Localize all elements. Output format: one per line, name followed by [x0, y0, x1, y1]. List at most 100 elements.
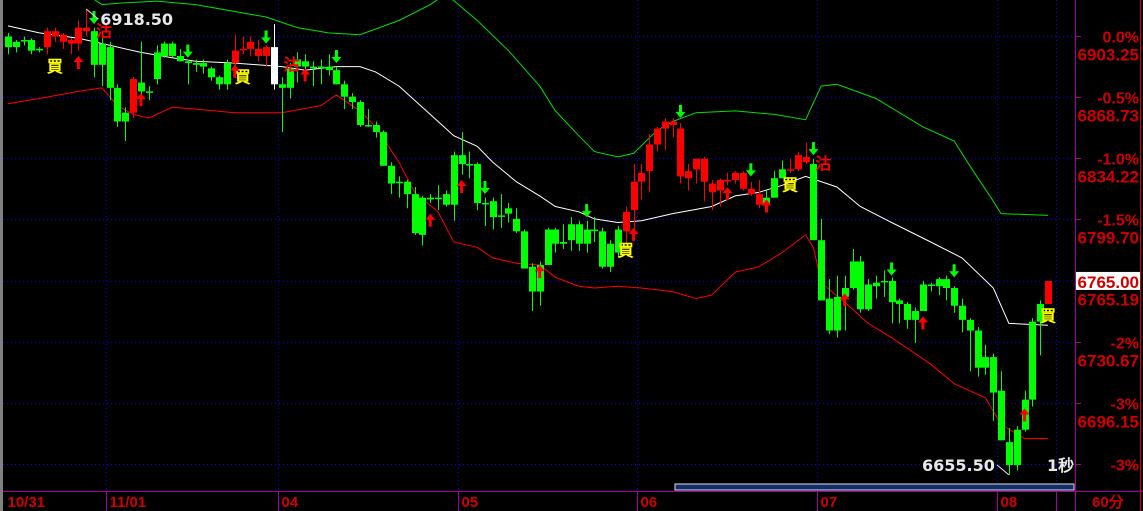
- candle[interactable]: [380, 130, 387, 166]
- candle[interactable]: [255, 40, 262, 62]
- candle[interactable]: [904, 302, 911, 329]
- candle[interactable]: [670, 117, 677, 138]
- candle[interactable]: [1006, 427, 1013, 475]
- candle[interactable]: [873, 275, 880, 299]
- candle[interactable]: [990, 353, 997, 421]
- candle[interactable]: [826, 279, 833, 335]
- candle[interactable]: [771, 171, 778, 198]
- candle[interactable]: [36, 47, 43, 53]
- candle[interactable]: [28, 38, 35, 55]
- candle[interactable]: [810, 158, 817, 241]
- candle[interactable]: [326, 54, 333, 76]
- candle[interactable]: [795, 151, 802, 172]
- candle[interactable]: [247, 36, 254, 56]
- candle[interactable]: [584, 220, 591, 253]
- candle[interactable]: [998, 371, 1005, 441]
- candle[interactable]: [161, 41, 168, 58]
- candle[interactable]: [271, 24, 278, 90]
- candle[interactable]: [936, 277, 943, 296]
- candle[interactable]: [75, 20, 82, 51]
- candle[interactable]: [787, 158, 794, 173]
- candle[interactable]: [419, 195, 426, 246]
- candle[interactable]: [568, 217, 575, 251]
- candle[interactable]: [185, 59, 192, 85]
- candle[interactable]: [693, 158, 700, 184]
- candle[interactable]: [912, 307, 919, 343]
- candle[interactable]: [865, 279, 872, 312]
- candle[interactable]: [138, 41, 145, 101]
- candle[interactable]: [576, 220, 583, 251]
- candle[interactable]: [631, 164, 638, 239]
- candle[interactable]: [224, 59, 231, 90]
- candle[interactable]: [443, 190, 450, 207]
- candle[interactable]: [943, 275, 950, 301]
- candle[interactable]: [318, 59, 325, 85]
- candle[interactable]: [68, 38, 75, 55]
- candle[interactable]: [357, 100, 364, 127]
- candle[interactable]: [591, 217, 598, 242]
- candle[interactable]: [701, 156, 708, 202]
- candle[interactable]: [466, 151, 473, 179]
- candle[interactable]: [1037, 300, 1044, 356]
- candle[interactable]: [857, 256, 864, 313]
- candle[interactable]: [490, 197, 497, 230]
- candle[interactable]: [200, 59, 207, 74]
- candle[interactable]: [724, 172, 731, 186]
- candle[interactable]: [623, 206, 630, 244]
- candle[interactable]: [60, 32, 67, 49]
- candle[interactable]: [13, 40, 20, 53]
- candle[interactable]: [279, 77, 286, 133]
- candle[interactable]: [474, 162, 481, 211]
- candle[interactable]: [435, 185, 442, 211]
- candle[interactable]: [263, 45, 270, 67]
- candle[interactable]: [615, 226, 622, 258]
- candle[interactable]: [482, 197, 489, 227]
- candle[interactable]: [748, 181, 755, 196]
- candle[interactable]: [709, 179, 716, 211]
- refresh-interval-label[interactable]: 1秒: [1047, 456, 1074, 475]
- candle[interactable]: [44, 27, 51, 55]
- candle[interactable]: [365, 109, 372, 127]
- candle[interactable]: [638, 164, 645, 200]
- candle[interactable]: [982, 344, 989, 375]
- candle[interactable]: [779, 160, 786, 179]
- candle[interactable]: [21, 36, 28, 46]
- candle[interactable]: [756, 179, 763, 209]
- candle[interactable]: [881, 270, 888, 297]
- candle[interactable]: [920, 280, 927, 312]
- candle[interactable]: [341, 80, 348, 110]
- candle[interactable]: [717, 178, 724, 207]
- candle[interactable]: [560, 224, 567, 250]
- candle[interactable]: [177, 48, 184, 62]
- candle[interactable]: [193, 59, 200, 72]
- candle[interactable]: [169, 41, 176, 58]
- candle[interactable]: [677, 123, 684, 184]
- candle[interactable]: [99, 36, 106, 87]
- candle[interactable]: [5, 32, 12, 55]
- candle[interactable]: [896, 298, 903, 324]
- candle[interactable]: [685, 164, 692, 191]
- candle[interactable]: [732, 171, 739, 184]
- candle[interactable]: [951, 286, 958, 313]
- candle[interactable]: [1014, 426, 1021, 471]
- candle[interactable]: [130, 77, 137, 118]
- candle[interactable]: [208, 66, 215, 81]
- candle[interactable]: [459, 132, 466, 175]
- candle[interactable]: [607, 240, 614, 273]
- candle[interactable]: [834, 275, 841, 338]
- candle[interactable]: [545, 227, 552, 265]
- candle[interactable]: [412, 187, 419, 235]
- candle[interactable]: [654, 126, 661, 152]
- candle[interactable]: [310, 61, 317, 87]
- candle[interactable]: [959, 298, 966, 333]
- candle[interactable]: [505, 202, 512, 223]
- candle[interactable]: [232, 34, 239, 67]
- candle[interactable]: [646, 133, 653, 193]
- candle[interactable]: [529, 263, 536, 312]
- candle[interactable]: [122, 107, 129, 141]
- period-selector[interactable]: 60分: [1092, 494, 1124, 511]
- candle[interactable]: [373, 121, 380, 138]
- candle[interactable]: [451, 151, 458, 221]
- candle[interactable]: [107, 41, 114, 101]
